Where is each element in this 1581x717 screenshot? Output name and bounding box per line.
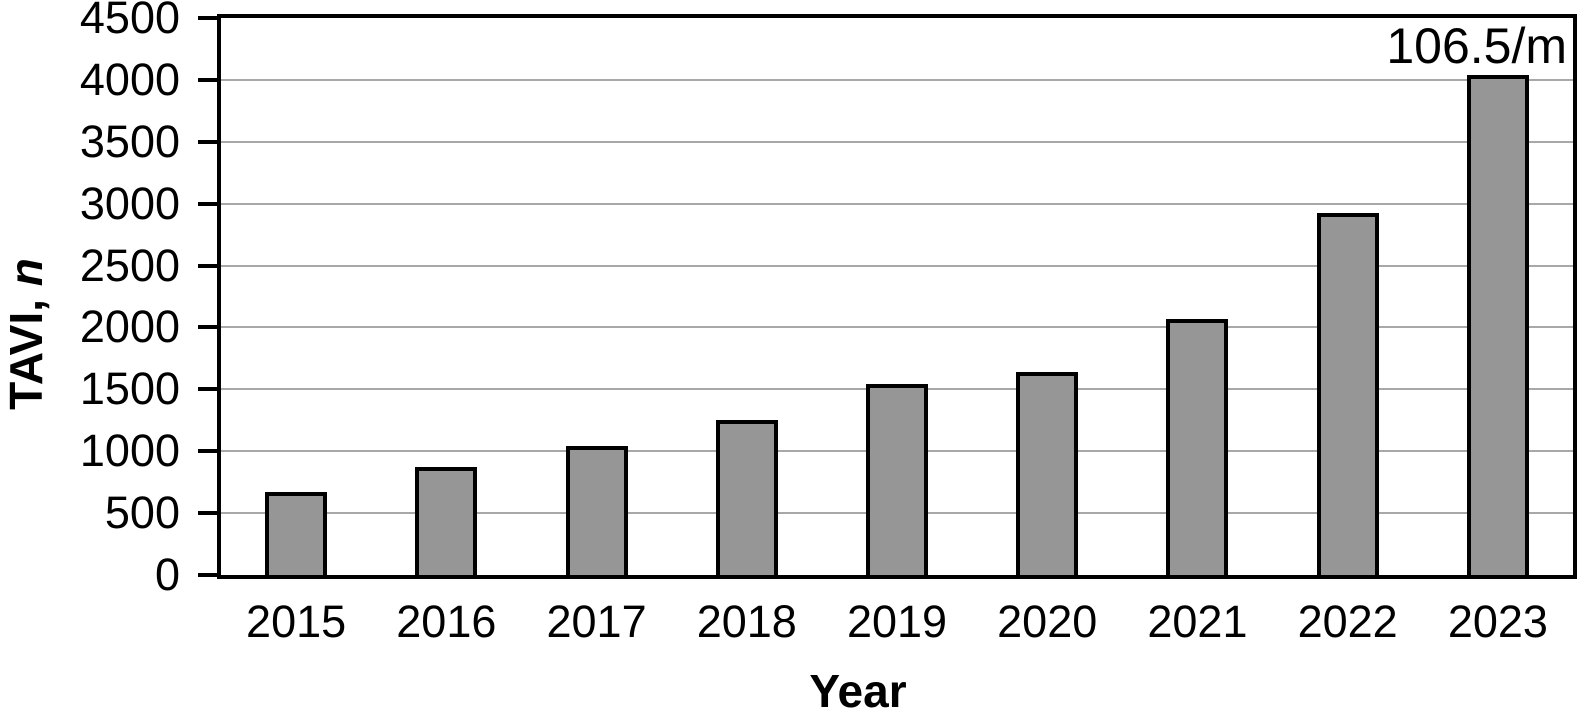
x-axis-tick-label-2023: 2023 (1447, 596, 1548, 647)
y-axis-tick-2500 (198, 263, 221, 268)
y-axis-tick-0 (198, 573, 221, 577)
bar-2018 (715, 420, 778, 575)
y-axis-tick-4500 (198, 16, 221, 20)
x-axis-tick-label-2020: 2020 (997, 596, 1098, 647)
y-axis-tick-2000 (198, 325, 221, 330)
x-axis-tick-label-2022: 2022 (1297, 596, 1398, 647)
x-axis-tick-label-2019: 2019 (846, 596, 948, 647)
gridline-3000 (221, 202, 1573, 205)
y-axis-tick-4000 (198, 77, 221, 82)
x-axis-tick-label-2021: 2021 (1147, 596, 1248, 647)
gridline-2500 (221, 264, 1573, 267)
gridline-2000 (221, 326, 1573, 329)
y-axis-tick-1000 (198, 449, 221, 454)
y-axis-tick-label-3500: 3500 (79, 115, 180, 167)
x-axis-tick-label-2015: 2015 (246, 596, 347, 647)
gridline-3500 (221, 140, 1573, 143)
y-axis-tick-3000 (198, 201, 221, 206)
bar-2023 (1466, 74, 1529, 575)
y-axis-tick-label-500: 500 (104, 487, 180, 539)
y-axis-tick-label-4500: 4500 (79, 0, 180, 43)
y-axis-tick-500 (198, 511, 221, 516)
gridline-4000 (221, 78, 1573, 81)
plot-area (221, 18, 1573, 575)
y-axis-tick-label-1500: 1500 (79, 363, 180, 415)
y-axis-tick-3500 (198, 139, 221, 144)
bar-2015 (265, 492, 328, 575)
y-axis-tick-label-4000: 4000 (79, 53, 180, 105)
x-axis-tick-label-2016: 2016 (396, 596, 497, 647)
bar-2020 (1016, 372, 1079, 575)
y-axis-tick-label-1000: 1000 (79, 425, 180, 477)
annotation-2023-rate: 106.5/m (1386, 18, 1567, 74)
x-axis-title: Year (809, 665, 907, 717)
x-axis-tick-label-2018: 2018 (696, 596, 797, 647)
y-axis-tick-label-2000: 2000 (79, 301, 180, 353)
x-axis-tick-label-2017: 2017 (546, 596, 647, 647)
y-axis-tick-label-3000: 3000 (79, 177, 180, 229)
bar-2016 (415, 467, 478, 575)
bar-2019 (866, 383, 928, 575)
bar-2022 (1316, 212, 1379, 575)
y-axis-tick-label-0: 0 (154, 549, 180, 600)
bar-2021 (1166, 318, 1229, 575)
y-axis-tick-label-2500: 2500 (79, 239, 180, 291)
bar-2017 (565, 446, 628, 575)
y-axis-tick-1500 (198, 387, 221, 392)
